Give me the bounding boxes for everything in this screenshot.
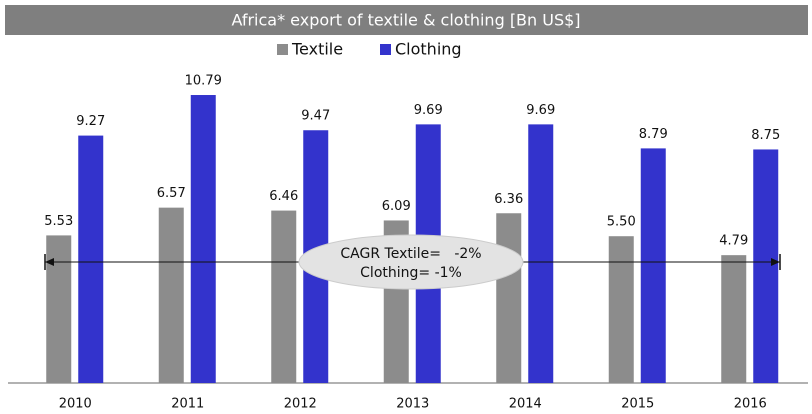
value-label: 6.46 bbox=[269, 189, 298, 204]
annotation: CAGR Textile= -2% bbox=[340, 246, 481, 262]
bar bbox=[753, 149, 779, 383]
x-tick-label: 2015 bbox=[621, 397, 654, 412]
x-tick-label: 2014 bbox=[509, 397, 542, 412]
value-label: 9.27 bbox=[76, 114, 105, 129]
title-bar bbox=[5, 5, 808, 35]
bar bbox=[528, 124, 554, 383]
legend-swatch bbox=[277, 44, 288, 55]
x-tick-label: 2013 bbox=[396, 397, 429, 412]
value-label: 6.57 bbox=[157, 186, 186, 201]
legend-swatch bbox=[380, 44, 391, 55]
legend-label: Textile bbox=[291, 40, 343, 59]
value-label: 6.36 bbox=[494, 192, 523, 207]
value-label: 6.09 bbox=[382, 199, 411, 214]
bar bbox=[78, 135, 104, 383]
bar bbox=[46, 235, 72, 383]
bar bbox=[640, 148, 666, 383]
x-tick-label: 2011 bbox=[171, 397, 204, 412]
value-label: 8.75 bbox=[751, 128, 780, 143]
value-label: 8.79 bbox=[639, 127, 668, 142]
value-label: 9.47 bbox=[301, 109, 330, 124]
x-tick-label: 2010 bbox=[59, 397, 92, 412]
bar bbox=[608, 236, 634, 383]
annotation-bubble bbox=[298, 234, 524, 290]
chart-title: Africa* export of textile & clothing [Bn… bbox=[231, 11, 580, 30]
bar bbox=[190, 95, 216, 384]
x-tick-label: 2016 bbox=[734, 397, 767, 412]
bar bbox=[496, 213, 522, 383]
value-label: 5.53 bbox=[44, 214, 73, 229]
legend-label: Clothing bbox=[395, 40, 462, 59]
arrow-head bbox=[45, 258, 54, 266]
bar bbox=[158, 207, 184, 383]
x-tick-label: 2012 bbox=[284, 397, 317, 412]
value-label: 4.79 bbox=[719, 234, 748, 249]
annotation: Clothing= -1% bbox=[360, 265, 462, 281]
value-label: 9.69 bbox=[526, 103, 555, 118]
arrow-head bbox=[771, 258, 780, 266]
bar bbox=[271, 210, 297, 383]
bar bbox=[721, 255, 747, 383]
value-label: 5.50 bbox=[607, 215, 636, 230]
value-label: 10.79 bbox=[185, 74, 222, 89]
value-label: 9.69 bbox=[414, 103, 443, 118]
